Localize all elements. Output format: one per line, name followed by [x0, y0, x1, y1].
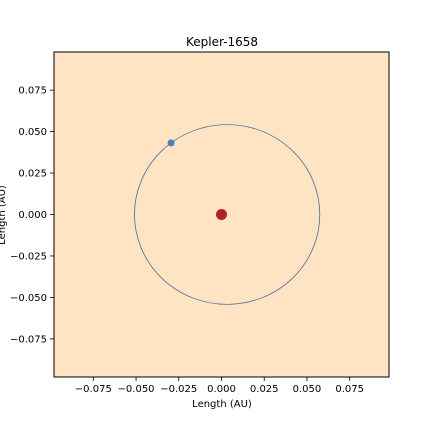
- y-tick-label: 0.075: [18, 86, 47, 97]
- x-tick-label: 0.050: [293, 384, 322, 395]
- marks-layer: [167, 139, 227, 220]
- star-marker: [216, 209, 227, 220]
- y-tick-label: −0.025: [10, 251, 47, 262]
- y-tick-label: 0.050: [18, 127, 47, 138]
- x-tick-label: −0.025: [160, 384, 197, 395]
- y-tick-label: 0.000: [18, 210, 47, 221]
- y-axis-ticks: −0.075 −0.050 −0.025 0.000 0.025 0.050 0.075: [10, 86, 54, 345]
- y-tick-label: −0.050: [10, 293, 47, 304]
- x-tick-label: −0.050: [118, 384, 155, 395]
- y-tick-label: −0.075: [10, 334, 47, 345]
- orbit-path: [134, 124, 321, 305]
- x-tick-label: 0.075: [335, 384, 364, 395]
- x-axis-label: Length (AU): [192, 399, 252, 410]
- y-axis-label: Length (AU): [0, 185, 8, 245]
- planet-marker: [167, 139, 175, 147]
- x-tick-label: 0.025: [250, 384, 279, 395]
- x-axis-ticks: −0.075 −0.050 −0.025 0.000 0.025 0.050 0.075: [75, 377, 364, 395]
- orbit-layer: [134, 124, 321, 305]
- chart-title: Kepler-1658: [186, 35, 258, 49]
- y-tick-label: 0.025: [18, 169, 47, 180]
- x-tick-label: −0.075: [75, 384, 112, 395]
- x-tick-label: 0.000: [207, 384, 236, 395]
